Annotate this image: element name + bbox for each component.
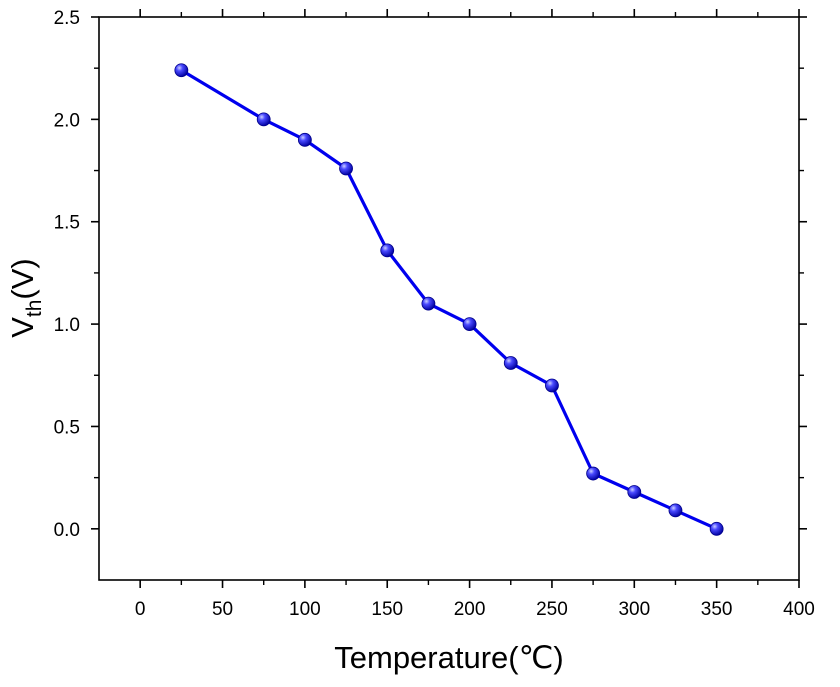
x-tick-label: 200 bbox=[454, 599, 486, 620]
data-point bbox=[709, 521, 724, 536]
y-tick-label: 2.5 bbox=[54, 8, 80, 29]
x-tick-label: 50 bbox=[212, 599, 233, 620]
y-tick-label: 0.0 bbox=[54, 520, 80, 541]
data-point bbox=[668, 503, 683, 518]
data-points bbox=[174, 63, 724, 536]
y-tick-label: 2.0 bbox=[54, 110, 80, 131]
data-point bbox=[380, 243, 395, 258]
data-point bbox=[297, 132, 312, 147]
x-axis-title: Temperature(℃) bbox=[334, 640, 564, 675]
data-point bbox=[421, 296, 436, 311]
data-point bbox=[545, 378, 559, 393]
y-tick-label: 1.0 bbox=[54, 315, 80, 336]
x-tick-label: 300 bbox=[618, 599, 650, 620]
data-point bbox=[462, 317, 477, 331]
x-tick-label: 350 bbox=[701, 599, 733, 620]
x-tick-label: 100 bbox=[289, 599, 321, 620]
y-axis-title-subscript: th bbox=[23, 300, 46, 318]
data-point bbox=[627, 485, 642, 499]
y-tick-label: 0.5 bbox=[54, 417, 80, 438]
y-tick-label: 1.5 bbox=[54, 213, 80, 234]
data-point bbox=[256, 112, 271, 127]
axis-ticks bbox=[91, 9, 807, 588]
x-tick-label: 400 bbox=[783, 599, 815, 620]
axis-tick-labels: 0 50 100 150 200 250 300 350 400 0.0 0.5 1.0 1.5 2.0 2… bbox=[54, 8, 815, 620]
y-axis-title-unit: (V) bbox=[5, 258, 40, 299]
data-point bbox=[174, 63, 189, 78]
x-tick-label: 250 bbox=[536, 599, 568, 620]
data-point bbox=[503, 356, 518, 370]
y-axis-title-main: V bbox=[5, 317, 40, 338]
y-axis-title: Vth(V) bbox=[5, 258, 46, 338]
data-point bbox=[586, 466, 601, 481]
series-line bbox=[180, 68, 718, 531]
plot-frame bbox=[98, 16, 800, 581]
x-tick-label: 150 bbox=[371, 599, 403, 620]
data-point bbox=[339, 161, 353, 176]
x-tick-label: 0 bbox=[135, 599, 146, 620]
